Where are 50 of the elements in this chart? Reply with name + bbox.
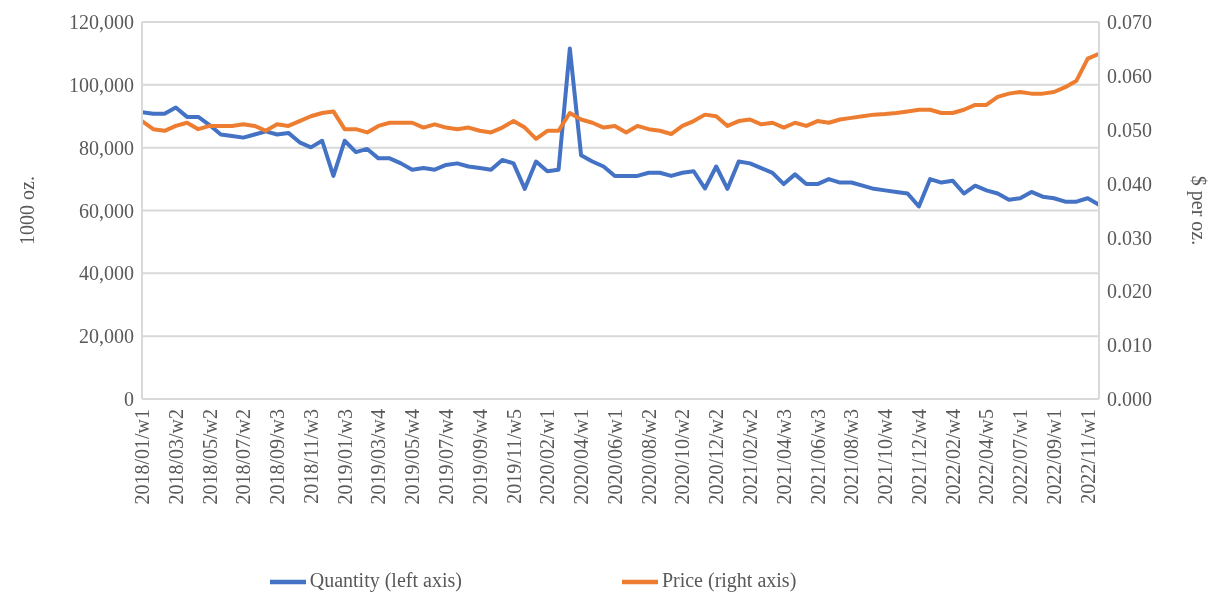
- y-tick-label: 60,000: [79, 199, 134, 222]
- x-tick-label: 2021/08/w3: [840, 409, 863, 505]
- y2-axis-title: $ per oz.: [1186, 175, 1210, 246]
- y2-tick-label: 0.040: [1107, 172, 1152, 195]
- y-tick-label: 40,000: [79, 262, 134, 285]
- x-tick-label: 2018/01/w1: [131, 409, 153, 505]
- x-tick-label: 2021/02/w2: [738, 409, 761, 505]
- x-tick-label: 2018/05/w2: [198, 409, 221, 505]
- y2-tick-label: 0.010: [1107, 334, 1152, 357]
- x-tick-label: 2018/03/w2: [164, 409, 187, 505]
- line-series: [142, 46, 1099, 209]
- x-tick-label: 2022/09/w1: [1042, 409, 1065, 505]
- y2-tick-label: 0.020: [1107, 280, 1152, 303]
- legend-label: Quantity (left axis): [309, 568, 462, 591]
- x-tick-label: 2019/01/w3: [333, 409, 356, 505]
- y2-tick-label: 0.050: [1107, 118, 1152, 141]
- y-tick-label: 100,000: [69, 73, 134, 96]
- x-tick-label: 2019/07/w4: [434, 409, 457, 505]
- y-tick-label: 20,000: [79, 325, 134, 348]
- x-tick-label: 2019/09/w4: [468, 409, 491, 505]
- x-tick-label: 2019/11/w5: [502, 409, 525, 504]
- y-tick-label: 0: [124, 388, 134, 411]
- x-tick-label: 2020/02/w1: [536, 409, 559, 505]
- x-tick-label: 2021/04/w3: [772, 409, 795, 505]
- x-tick-label: 2022/07/w1: [1009, 409, 1032, 505]
- x-tick-label: 2020/10/w2: [671, 409, 694, 505]
- x-tick-label: 2021/06/w3: [806, 409, 829, 505]
- line-series: [142, 51, 1099, 141]
- x-tick-label: 2020/04/w1: [570, 409, 593, 505]
- y2-tick-label: 0.070: [1107, 11, 1152, 34]
- x-tick-label: 2020/08/w2: [637, 409, 660, 505]
- y-tick-label: 80,000: [79, 136, 134, 159]
- x-tick-label: 2022/11/w1: [1076, 409, 1099, 504]
- y2-tick-label: 0.060: [1107, 64, 1152, 87]
- y2-tick-label: 0.000: [1107, 388, 1152, 411]
- y2-tick-label: 0.030: [1107, 226, 1152, 249]
- x-tick-label: 2018/11/w3: [299, 409, 322, 504]
- x-tick-label: 2019/05/w4: [401, 409, 424, 505]
- x-tick-label: 2018/09/w3: [266, 409, 289, 505]
- y-tick-label: 120,000: [69, 11, 134, 34]
- x-tick-label: 2020/12/w2: [705, 409, 728, 505]
- x-tick-label: 2021/10/w4: [874, 409, 897, 505]
- y-axis-title: 1000 oz.: [16, 176, 39, 245]
- legend-label: Price (right axis): [661, 568, 797, 591]
- x-tick-label: 2018/07/w2: [232, 409, 255, 505]
- x-tick-label: 2022/04/w5: [975, 409, 998, 505]
- x-tick-label: 2019/03/w4: [367, 409, 390, 505]
- x-tick-label: 2021/12/w4: [907, 409, 930, 505]
- x-tick-label: 2020/06/w1: [603, 409, 626, 505]
- x-tick-label: 2022/02/w4: [941, 409, 964, 505]
